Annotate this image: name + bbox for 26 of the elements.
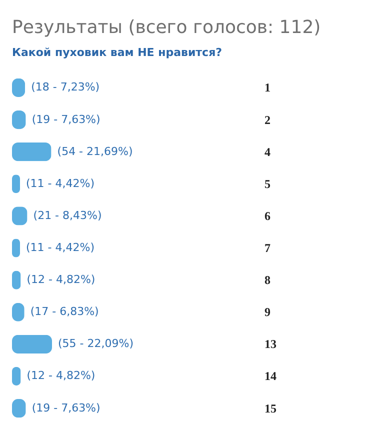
y-tick-label: 7 — [264, 241, 270, 255]
y-tick-label: 9 — [264, 305, 270, 320]
data-label: (11 - 4,42%) — [26, 176, 94, 190]
y-tick-label: 13 — [264, 337, 276, 352]
data-label: (12 - 4,82%) — [26, 273, 96, 286]
data-label: (55 - 22,09%) — [58, 337, 134, 350]
data-label: (19 - 7,63%) — [32, 112, 100, 126]
y-tick-label: 5 — [264, 176, 270, 191]
text: Результаты (всего голосов: 112) — [12, 17, 321, 38]
y-tick-label: 8 — [264, 273, 270, 288]
bar — [12, 142, 52, 162]
data-label: (11 - 4,42%) — [26, 241, 94, 254]
data-label: (12 - 4,82%) — [26, 369, 96, 382]
data-label: (17 - 6,83%) — [30, 305, 99, 318]
data-label: (19 - 7,63%) — [32, 401, 100, 414]
y-tick-label: 1 — [264, 80, 270, 95]
data-label: (18 - 7,23%) — [31, 80, 100, 94]
y-tick-label: 6 — [264, 208, 270, 223]
data-label: (21 - 8,43%) — [33, 208, 102, 222]
y-tick-label: 14 — [264, 369, 276, 384]
y-tick-label: 4 — [264, 144, 270, 159]
y-tick-label: 15 — [264, 401, 276, 416]
y-tick-label: 2 — [264, 112, 270, 127]
bar — [12, 334, 52, 354]
data-label: (54 - 21,69%) — [57, 144, 133, 158]
text: Какой пуховик вам НЕ нравится? — [12, 46, 222, 59]
